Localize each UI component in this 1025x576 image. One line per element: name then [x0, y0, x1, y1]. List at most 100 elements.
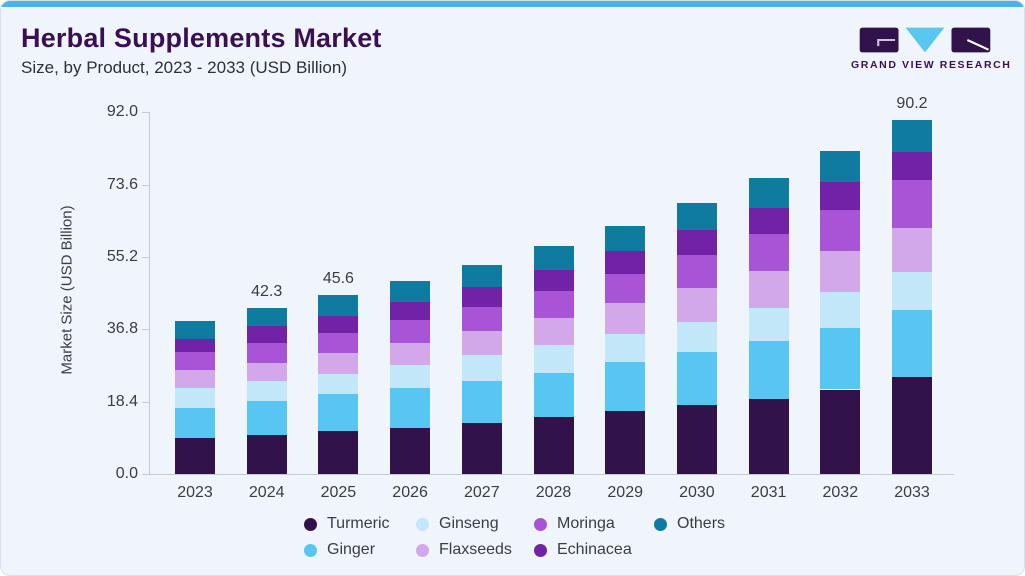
bar-segment-turmeric — [533, 417, 574, 474]
bar-segment-ginseng — [892, 272, 932, 311]
bar-segment-others — [748, 178, 789, 208]
brand-logo: GRAND VIEW RESEARCH — [851, 25, 1012, 71]
gvr-logo-icon — [859, 27, 991, 53]
bar-segment-flaxseeds — [820, 251, 861, 293]
bar-segment-ginger — [748, 340, 789, 399]
bar-segment-turmeric — [246, 434, 287, 474]
bar-segment-others — [533, 246, 574, 270]
bar-segment-echinacea — [748, 207, 789, 234]
bar-segment-ginger — [246, 401, 287, 435]
bar-segment-moringa — [461, 306, 502, 331]
bar-segment-others — [605, 226, 646, 252]
bar-segment-moringa — [748, 233, 789, 271]
y-tick-label: 92.0 — [106, 103, 138, 121]
legend-label: Echinacea — [557, 541, 632, 558]
legend-item-echinacea: Echinacea — [534, 541, 632, 559]
top-accent-bar — [1, 1, 1024, 7]
bar-segment-moringa — [246, 342, 287, 363]
bar-segment-others — [246, 307, 287, 326]
bar-segment-others — [390, 280, 431, 302]
y-tick-label: 55.2 — [106, 248, 138, 266]
bar-segment-ginseng — [461, 355, 502, 381]
y-tick-mark — [142, 401, 149, 403]
x-tick-label: 2033 — [894, 484, 930, 501]
bar-segment-ginseng — [748, 307, 789, 341]
bar-segment-turmeric — [676, 404, 717, 474]
x-tick-label: 2028 — [535, 484, 572, 501]
bar-segment-ginger — [461, 380, 502, 423]
bar-segment-flaxseeds — [318, 352, 359, 374]
bar-segment-others — [892, 119, 932, 152]
bar-segment-ginseng — [390, 365, 431, 389]
bar-segment-ginger — [318, 393, 359, 432]
bar-segment-moringa — [175, 352, 215, 371]
bar-segment-ginseng — [605, 333, 646, 363]
bar-segment-moringa — [533, 290, 574, 318]
legend-label: Moringa — [557, 515, 615, 532]
x-axis-line — [149, 474, 954, 475]
bar-segment-ginger — [175, 408, 215, 439]
legend-item-turmeric: Turmeric — [304, 515, 390, 533]
y-tick-mark — [142, 112, 149, 114]
bar-segment-moringa — [605, 274, 646, 304]
legend-swatch-echinacea — [534, 543, 547, 557]
legend-item-moringa: Moringa — [534, 515, 615, 533]
bar-segment-turmeric — [390, 428, 431, 474]
legend-item-others: Others — [654, 515, 725, 533]
header: Herbal Supplements Market Size, by Produ… — [21, 23, 382, 78]
bar-segment-flaxseeds — [533, 317, 574, 346]
y-tick-label: 18.4 — [106, 392, 138, 410]
bar-segment-turmeric — [748, 398, 789, 474]
x-tick-label: 2026 — [392, 484, 428, 501]
legend-label: Ginseng — [439, 515, 499, 532]
legend-label: Others — [677, 515, 726, 532]
bar-segment-echinacea — [461, 286, 502, 307]
bar-segment-ginger — [820, 327, 861, 390]
page-subtitle: Size, by Product, 2023 - 2033 (USD Billi… — [21, 58, 347, 77]
bar-segment-flaxseeds — [390, 342, 431, 366]
x-tick-label: 2030 — [679, 484, 715, 501]
bar-segment-turmeric — [892, 377, 932, 474]
y-tick-label: 36.8 — [106, 320, 138, 338]
y-axis-line — [149, 112, 150, 474]
bar-segment-ginger — [892, 310, 932, 378]
bar-segment-moringa — [318, 333, 359, 353]
bar-segment-turmeric — [605, 411, 646, 474]
x-tick-label: 2032 — [822, 484, 859, 501]
bar-segment-ginseng — [318, 373, 359, 394]
bar-segment-flaxseeds — [246, 362, 287, 382]
legend-label: Turmeric — [327, 515, 390, 532]
bar-segment-ginger — [605, 362, 646, 412]
brand-name: GRAND VIEW RESEARCH — [851, 59, 1012, 71]
bar-total-label: 42.3 — [251, 282, 283, 300]
bar-segment-ginseng — [246, 381, 287, 402]
bar-segment-flaxseeds — [605, 303, 646, 334]
legend-swatch-ginger — [304, 543, 317, 557]
x-tick-label: 2023 — [177, 484, 213, 501]
legend-swatch-flaxseeds — [416, 543, 429, 557]
bar-segment-flaxseeds — [748, 270, 789, 308]
x-tick-label: 2024 — [248, 484, 285, 501]
y-tick-mark — [142, 257, 149, 259]
legend-swatch-others — [654, 517, 667, 531]
bar-total-label: 90.2 — [896, 94, 928, 112]
bar-segment-flaxseeds — [676, 288, 717, 322]
bar-segment-moringa — [390, 320, 431, 343]
bar-segment-turmeric — [461, 422, 502, 474]
legend-item-ginseng: Ginseng — [416, 515, 499, 533]
legend-label: Flaxseeds — [439, 541, 512, 558]
legend-item-flaxseeds: Flaxseeds — [416, 541, 512, 559]
bar-segment-echinacea — [175, 338, 215, 353]
y-tick-mark — [142, 184, 149, 186]
bar-segment-others — [175, 320, 215, 339]
x-tick-label: 2025 — [320, 484, 357, 501]
y-tick-label: 0.0 — [115, 465, 138, 482]
bar-segment-moringa — [892, 180, 932, 228]
bar-segment-others — [318, 294, 359, 316]
bar-segment-turmeric — [175, 438, 215, 474]
bar-segment-turmeric — [318, 431, 359, 474]
bar-segment-echinacea — [533, 269, 574, 291]
bar-segment-moringa — [676, 255, 717, 289]
